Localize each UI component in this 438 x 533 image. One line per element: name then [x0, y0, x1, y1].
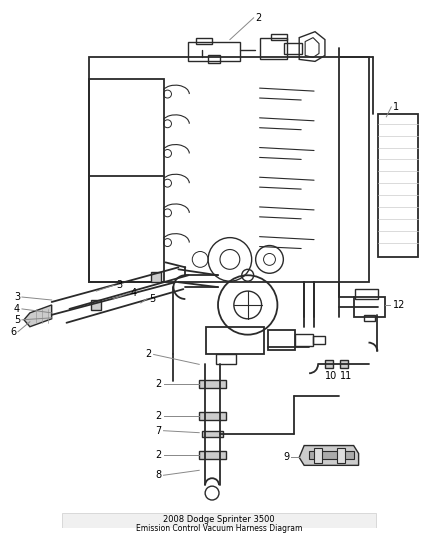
Text: 3: 3: [14, 292, 20, 302]
Bar: [313, 336, 325, 344]
Bar: [188, 42, 240, 61]
Text: 4: 4: [14, 304, 20, 314]
Bar: [364, 315, 375, 321]
Bar: [355, 289, 378, 299]
Bar: [309, 451, 353, 459]
Bar: [202, 431, 223, 437]
Text: 2: 2: [155, 379, 162, 389]
Bar: [378, 114, 418, 257]
Text: 2: 2: [256, 13, 262, 23]
Bar: [91, 300, 101, 310]
Text: 6: 6: [10, 327, 16, 337]
Text: 2008 Dodge Sprinter 3500: 2008 Dodge Sprinter 3500: [163, 515, 275, 524]
Bar: [196, 38, 212, 44]
Bar: [272, 34, 287, 39]
Text: 2: 2: [155, 411, 162, 421]
Text: 2: 2: [146, 350, 152, 359]
Polygon shape: [24, 305, 52, 327]
Bar: [284, 43, 302, 54]
Text: Emission Control Vacuum Harness Diagram: Emission Control Vacuum Harness Diagram: [136, 524, 302, 533]
Text: 11: 11: [340, 372, 352, 381]
Text: 8: 8: [155, 470, 162, 480]
Bar: [216, 354, 236, 365]
Bar: [340, 360, 348, 368]
Text: 5: 5: [149, 294, 155, 304]
Text: 7: 7: [155, 426, 162, 435]
Text: 10: 10: [325, 372, 337, 381]
Bar: [295, 334, 313, 345]
Text: 5: 5: [14, 315, 20, 325]
Bar: [206, 327, 264, 354]
Text: 2: 2: [155, 450, 162, 461]
Bar: [89, 58, 368, 282]
Polygon shape: [299, 446, 359, 465]
Bar: [268, 330, 295, 350]
Bar: [325, 360, 333, 368]
Text: 1: 1: [393, 102, 399, 112]
Text: 3: 3: [116, 280, 122, 290]
Bar: [62, 513, 376, 532]
Bar: [208, 55, 220, 63]
Bar: [199, 451, 226, 459]
Bar: [199, 412, 226, 420]
Bar: [337, 448, 345, 463]
Bar: [89, 79, 163, 282]
Bar: [151, 272, 161, 282]
Text: 9: 9: [283, 453, 289, 463]
Text: 12: 12: [393, 300, 406, 310]
Bar: [260, 38, 287, 59]
Bar: [353, 297, 385, 317]
Bar: [199, 380, 226, 388]
Bar: [314, 448, 322, 463]
Text: 4: 4: [131, 288, 137, 298]
